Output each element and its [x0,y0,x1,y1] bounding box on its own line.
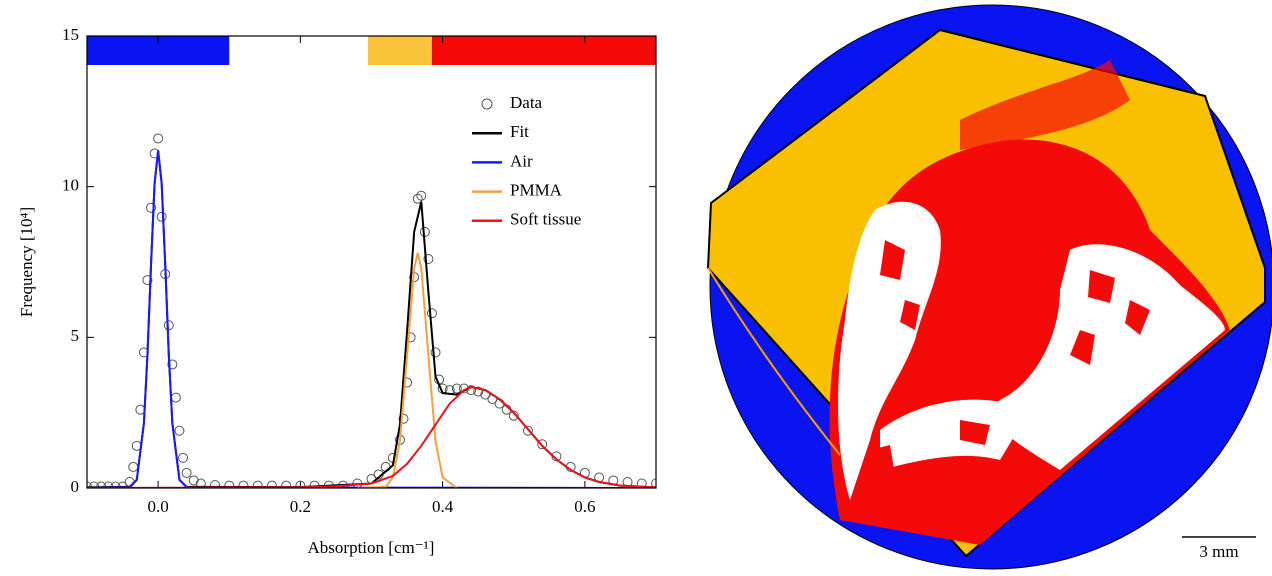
data-point [451,383,462,394]
tissue-region [960,60,1130,150]
fit-line [87,150,656,488]
data-point [522,425,533,436]
scale-bar-label: 3 mm [1199,542,1238,561]
y-tick-label: 0 [71,477,80,496]
data-point [142,275,153,286]
threshold-band [367,36,432,65]
y-tick-label: 5 [71,326,80,345]
data-point [473,386,484,397]
y-axis-label: Frequency [10⁴] [17,207,36,317]
data-point [224,480,235,488]
pmma-edge [707,267,841,456]
fit-line [87,386,656,488]
data-point [153,133,164,144]
legend-label: Data [510,93,543,112]
data-point [508,410,519,421]
data-point [295,480,306,488]
bone-region [880,399,1030,470]
segmented-image [706,4,1272,570]
bone-region [838,201,941,500]
data-point [238,480,249,488]
data-point [398,413,409,424]
y-tick-label: 10 [62,176,79,195]
bone-region [993,244,1225,470]
x-tick-label: 0.4 [432,497,454,516]
data-point [416,190,427,201]
x-tick-label: 0.2 [290,497,311,516]
x-axis-label: Absorption [cm⁻¹] [308,538,435,557]
data-point [426,308,437,319]
data-point [128,461,139,472]
data-point [210,479,221,488]
data-point [156,211,167,222]
plot-area [87,133,656,488]
data-point [167,359,178,370]
data-point [174,425,185,436]
threshold-band [431,36,656,65]
data-point [266,480,277,488]
fit-line [357,252,458,488]
data-point [178,452,189,463]
x-tick-label: 0.0 [148,497,169,516]
data-point [163,320,174,331]
data-point [281,480,292,488]
data-point [170,392,181,403]
legend-label: PMMA [510,181,563,200]
data-point [412,193,423,204]
data-point [252,480,263,488]
data-point [181,467,192,478]
fit-line [87,150,656,488]
legend-label: Fit [510,122,529,141]
data-point [651,478,656,488]
y-tick-label: 15 [62,25,79,44]
data-point [423,253,434,264]
histogram-chart: 0.0 0.2 0.4 0.6 0 5 10 15 Data Fit Air PMMA Soft tis… [62,25,657,516]
data-point [537,439,548,450]
legend-label: Soft tissue [510,210,581,229]
data-point [146,202,157,213]
x-tick-label: 0.6 [574,497,595,516]
legend-marker [481,98,493,110]
data-point [430,347,441,358]
trabecular-pores [870,240,1150,480]
plot-frame [86,35,657,489]
legend-label: Air [510,151,533,170]
data-point [188,475,199,486]
